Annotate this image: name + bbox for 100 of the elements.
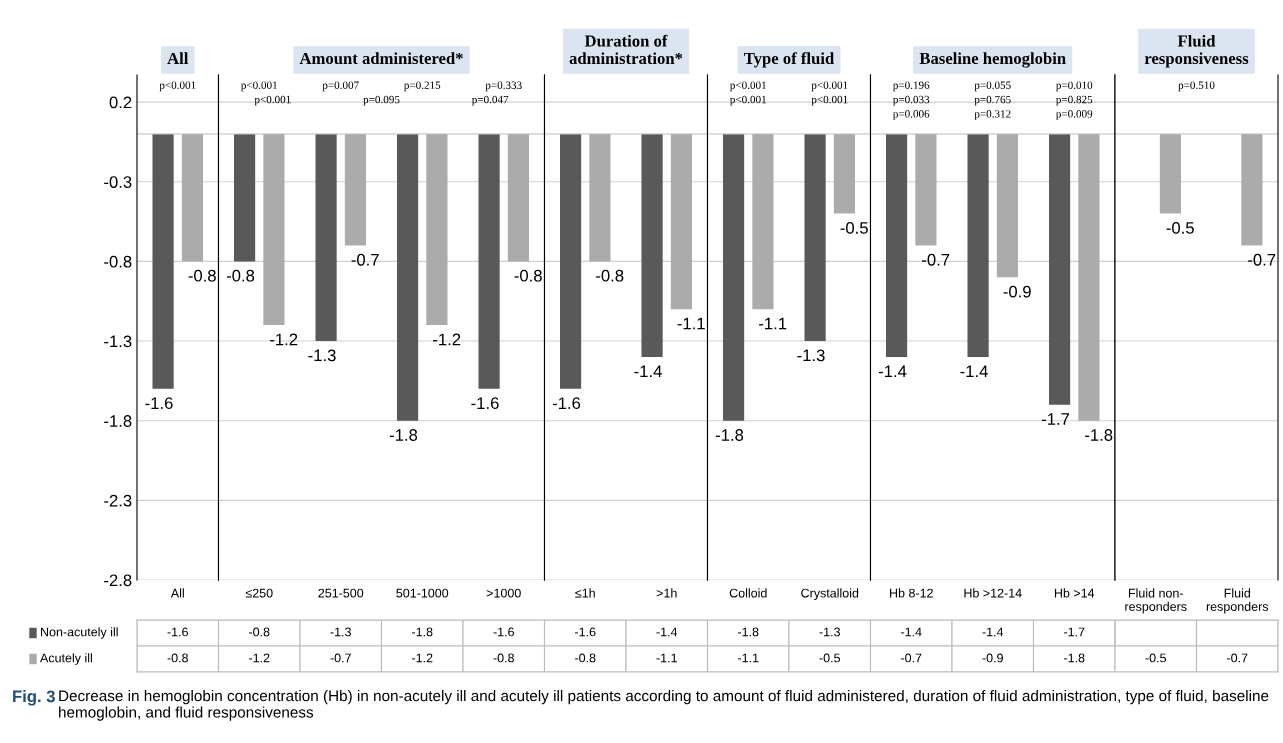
legend-label: Non-acutely ill: [41, 627, 118, 639]
data-label: -1.4: [901, 627, 922, 637]
data-label: -0.5: [1166, 222, 1194, 234]
data-label: -1.4: [982, 627, 1004, 637]
data-label: -0.7: [922, 253, 950, 266]
annotation: p=0.009: [1056, 110, 1093, 120]
chart-title: Baseline hemoglobin: [919, 52, 1066, 68]
data-label: -1.2: [249, 653, 270, 663]
data-label: -0.8: [167, 653, 188, 663]
data-label: -1.4: [960, 365, 988, 378]
data-label: -1.8: [715, 429, 744, 441]
annotation: p=0.510: [1178, 81, 1215, 92]
annotation: p<0.001: [254, 95, 291, 106]
data-label: -0.5: [840, 222, 868, 234]
annotation: p<0.001: [730, 95, 766, 106]
x-tick-label: Hb >14: [1054, 588, 1095, 598]
annotation: p=0.333: [485, 81, 522, 92]
data-label: -1.6: [167, 627, 188, 637]
annotation: p<0.001: [241, 81, 277, 92]
data-label: -0.9: [982, 653, 1003, 663]
annotation: p=0.006: [893, 110, 930, 120]
data-label: -1.2: [412, 653, 433, 663]
y-tick-label: 0.2: [109, 96, 132, 109]
x-tick-label: Fluid responders: [1206, 588, 1269, 614]
data-label: -1.8: [738, 627, 759, 637]
text: Decrease in hemoglobin concentration (Hb) in non-acutely ill and acutely ill patients according to amount of fluid administered, duration of fluid administration, type of fluid, baseline hemoglobin, and fluid responsiveness: [59, 690, 1269, 721]
data-label: -0.8: [575, 653, 596, 663]
data-label: -1.7: [1041, 413, 1070, 425]
x-tick-label: Colloid: [729, 588, 767, 598]
annotation: p<0.001: [811, 95, 848, 106]
annotation: p=0.095: [363, 95, 400, 106]
chart-title: Duration of administration*: [569, 34, 683, 65]
data-label: -1.6: [575, 627, 596, 637]
y-tick-label: -2.3: [104, 494, 132, 507]
y-tick-label: -0.8: [104, 255, 132, 268]
x-tick-label: ≤250: [245, 588, 273, 598]
x-tick-label: Hb 8-12: [890, 588, 933, 598]
x-tick-label: >1h: [656, 588, 677, 598]
data-label: -1.1: [738, 653, 759, 663]
annotation: p=0.312: [974, 110, 1011, 120]
annotation: p=0.055: [974, 81, 1011, 92]
data-label: -1.4: [878, 365, 907, 378]
data-label: -0.7: [1248, 253, 1276, 266]
data-label: -1.4: [656, 627, 678, 637]
data-label: -1.3: [330, 627, 351, 637]
x-tick-label: Fluid non- responders: [1125, 588, 1187, 614]
data-label: -0.7: [1227, 653, 1248, 663]
data-label: -1.6: [552, 397, 581, 410]
annotation: p=0.196: [893, 81, 930, 92]
y-tick-label: -1.3: [104, 335, 132, 348]
data-label: -1.4: [634, 365, 662, 378]
data-label: -1.8: [1064, 653, 1085, 663]
y-tick-label: -2.8: [104, 574, 132, 587]
annotation: p<0.001: [730, 81, 766, 92]
annotation: p=0.033: [893, 95, 930, 106]
data-label: -1.1: [677, 317, 705, 330]
y-tick-label: -0.3: [104, 176, 132, 188]
data-label: -0.8: [249, 627, 270, 637]
data-label: -0.8: [226, 269, 255, 282]
data-label: -1.2: [433, 333, 461, 346]
x-tick-label: >1000: [486, 588, 521, 598]
x-tick-label: ≤1h: [575, 588, 595, 598]
x-tick-label: Crystalloid: [801, 588, 859, 600]
data-label: -0.9: [1003, 285, 1031, 298]
chart-title: Amount administered*: [299, 52, 463, 65]
annotation: p=0.010: [1056, 81, 1093, 92]
x-tick-label: 251-500: [318, 588, 364, 598]
x-tick-label: 501-1000: [396, 588, 449, 598]
annotation: p<0.001: [811, 81, 848, 92]
data-label: -1.6: [145, 397, 173, 410]
data-label: -0.8: [596, 269, 624, 282]
data-label: -0.5: [1145, 653, 1166, 663]
x-tick-label: Hb >12-14: [964, 588, 1022, 598]
data-label: -0.8: [514, 269, 542, 282]
data-label: -0.7: [351, 253, 379, 266]
data-label: -0.8: [188, 269, 216, 282]
data-label: -0.8: [493, 653, 514, 663]
data-label: -0.7: [901, 653, 922, 663]
data-label: -0.7: [330, 653, 351, 663]
data-label: -1.8: [412, 627, 433, 637]
data-label: -1.1: [656, 653, 677, 663]
annotation: p=0.825: [1056, 95, 1093, 106]
data-label: -1.2: [270, 333, 298, 346]
chart-title: Fluid responsiveness: [1144, 34, 1249, 68]
data-label: -0.5: [819, 653, 840, 663]
annotation: p<0.001: [159, 81, 196, 92]
annotation: p=0.047: [471, 95, 509, 106]
data-label: -1.7: [1064, 627, 1085, 637]
data-label: -1.1: [759, 317, 787, 330]
data-label: -1.6: [493, 627, 514, 637]
data-label: -1.3: [797, 349, 825, 362]
data-label: -1.6: [471, 397, 499, 410]
data-label: -1.3: [819, 627, 840, 637]
annotation: p=0.007: [322, 81, 359, 92]
y-tick-label: -1.8: [104, 415, 132, 427]
annotation: p=0.765: [974, 95, 1011, 106]
data-label: -1.8: [1085, 429, 1113, 441]
text: Fig. 3: [13, 690, 55, 706]
data-label: -1.8: [389, 429, 418, 441]
annotation: p=0.215: [404, 81, 441, 92]
